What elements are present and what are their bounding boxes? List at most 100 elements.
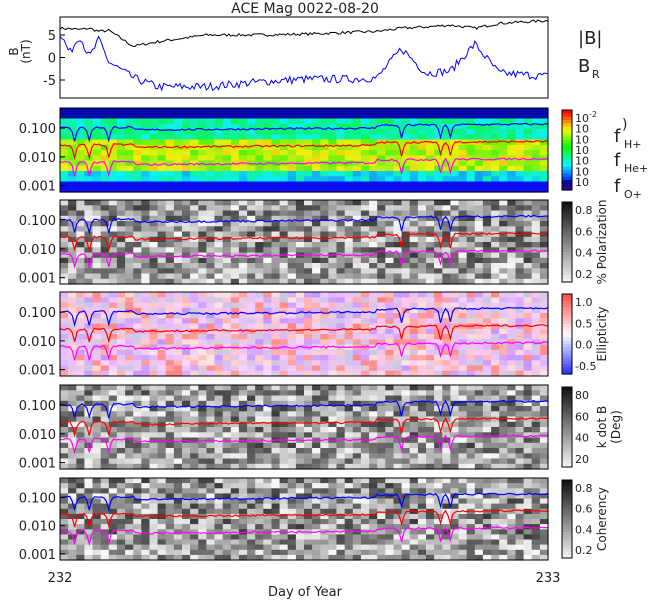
spectrogram-cell — [68, 273, 77, 280]
y-axis-unit: (nT) — [19, 39, 33, 63]
spectrogram-cell — [84, 421, 94, 428]
spectrogram-cell — [157, 406, 167, 412]
spectrogram-cell — [458, 113, 468, 120]
spectrogram-cell — [385, 549, 394, 556]
spectrogram-cell — [190, 247, 199, 254]
spectrogram-cell — [352, 221, 362, 227]
spectrogram-cell — [312, 165, 321, 172]
spectrogram-cell — [190, 344, 199, 351]
spectrogram-cell — [190, 349, 199, 356]
spectrogram-cell — [523, 302, 533, 309]
spectrogram-cell — [60, 416, 69, 423]
spectrogram-cell — [401, 176, 411, 183]
spectrogram-cell — [466, 150, 476, 156]
spectrogram-cell — [360, 411, 370, 418]
spectrogram-cell — [320, 365, 329, 372]
spectrogram-cell — [360, 278, 370, 285]
spectrogram-cell — [328, 400, 338, 407]
spectrogram-cell — [369, 323, 378, 330]
spectrogram-cell — [426, 263, 435, 269]
spectrogram-cell — [304, 524, 313, 530]
spectrogram-cell — [133, 349, 142, 356]
spectrogram-cell — [92, 292, 102, 298]
spectrogram-cell — [515, 453, 525, 460]
spectrogram-cell — [116, 113, 126, 120]
spectrogram-cell — [255, 421, 264, 428]
spectrogram-cell — [76, 463, 85, 470]
spectrogram-cell — [466, 268, 476, 275]
spectrogram-cell — [426, 421, 435, 428]
spectrogram-cell — [295, 554, 305, 561]
spectrogram-cell — [304, 427, 313, 433]
spectrogram-cell — [474, 498, 484, 505]
spectrogram-cell — [263, 226, 272, 233]
spectrogram-cell — [182, 411, 191, 418]
spectrogram-cell — [474, 263, 484, 269]
spectrogram-cell — [515, 210, 525, 217]
spectrogram-cell — [352, 205, 362, 212]
spectrogram-cell — [125, 252, 134, 259]
spectrogram-cell — [515, 273, 525, 280]
spectrogram-cell — [482, 181, 492, 188]
spectrogram-cell — [499, 226, 508, 233]
spectrogram-cell — [499, 257, 508, 264]
spectrogram-cell — [68, 155, 77, 162]
spectrogram-cell — [295, 513, 305, 520]
spectrogram-cell — [426, 307, 435, 314]
spectrogram-cell — [141, 108, 150, 114]
spectrogram-cell — [60, 483, 69, 489]
spectrogram-cell — [482, 263, 492, 269]
spectrogram-cell — [393, 268, 403, 275]
spectrogram-cell — [230, 268, 240, 275]
spectrogram-cell — [295, 108, 305, 114]
spectrogram-cell — [125, 344, 134, 351]
spectrogram-cell — [360, 129, 370, 135]
spectrogram-cell — [287, 421, 297, 428]
spectrogram-cell — [328, 390, 338, 397]
spectrogram-cell — [417, 273, 427, 280]
spectrogram-cell — [539, 307, 549, 314]
spectrogram-cell — [287, 215, 297, 222]
spectrogram-cell — [482, 421, 492, 428]
spectrogram-cell — [401, 328, 411, 335]
spectrogram-cell — [214, 355, 224, 361]
spectrogram-cell — [206, 360, 216, 367]
spectrogram-cell — [385, 200, 394, 206]
spectrogram-cell — [377, 483, 386, 489]
spectrogram-cell — [523, 508, 533, 515]
spectrogram-cell — [238, 247, 248, 254]
spectrogram-cell — [304, 129, 313, 135]
spectrogram-cell — [182, 442, 191, 449]
spectrogram-cell — [247, 416, 256, 423]
spectrogram-cell — [165, 432, 175, 439]
spectrogram-cell — [385, 406, 394, 412]
spectrogram-cell — [442, 129, 451, 135]
spectrogram-cell — [523, 478, 533, 484]
spectrogram-cell — [222, 205, 232, 212]
spectrogram-cell — [141, 297, 150, 304]
spectrogram-cell — [190, 437, 199, 444]
spectrogram-cell — [434, 323, 443, 330]
spectrogram-cell — [450, 390, 460, 397]
spectrogram-cell — [450, 483, 460, 489]
spectrogram-cell — [295, 453, 305, 460]
spectrogram-cell — [279, 519, 289, 525]
spectrogram-cell — [263, 349, 272, 356]
colorbar-segment — [562, 307, 572, 312]
spectrogram-cell — [344, 210, 354, 217]
spectrogram-cell — [450, 155, 460, 162]
spectrogram-cell — [198, 226, 207, 233]
spectrogram-cell — [133, 323, 142, 330]
spectrogram-cell — [474, 493, 484, 500]
spectrogram-cell — [214, 416, 224, 423]
spectrogram-cell — [336, 297, 346, 304]
colorbar-segment — [562, 248, 572, 253]
spectrogram-cell — [238, 539, 248, 546]
spectrogram-cell — [409, 442, 419, 449]
spectrogram-cell — [466, 123, 476, 130]
spectrogram-cell — [369, 181, 378, 188]
spectrogram-cell — [320, 498, 329, 505]
spectrogram-cell — [328, 176, 338, 183]
